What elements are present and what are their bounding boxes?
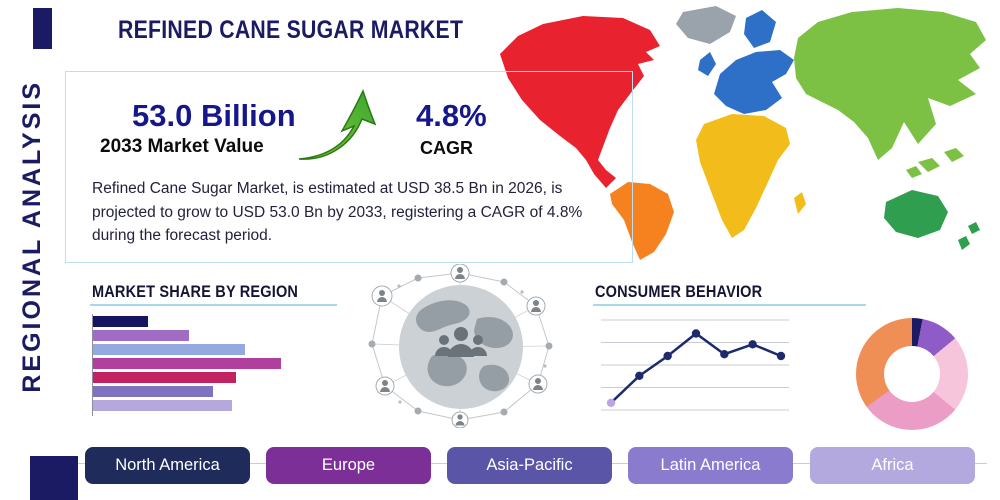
- bar-chart-axis-line: [92, 314, 93, 416]
- map-region-new-zealand-2: [968, 222, 980, 234]
- bar-chart-title: MARKET SHARE BY REGION: [92, 283, 299, 301]
- page-title: REFINED CANE SUGAR MARKET: [118, 16, 464, 44]
- bar-title-underline: [90, 304, 337, 306]
- top-left-accent-bar: [33, 8, 52, 49]
- map-region-sea-island-1: [918, 158, 940, 172]
- region-button-asia-pacific[interactable]: Asia-Pacific: [447, 447, 612, 484]
- people-group-icon: [435, 327, 487, 357]
- regional-analysis-vertical-label: REGIONAL ANALYSIS: [8, 52, 56, 420]
- cagr-value: 4.8%: [416, 98, 487, 133]
- map-region-north-america: [500, 16, 660, 188]
- map-region-sea-island-3: [906, 166, 922, 178]
- bar-segment-1: [93, 316, 148, 327]
- map-region-africa: [696, 114, 790, 238]
- line-chart-title: CONSUMER BEHAVIOR: [595, 283, 763, 301]
- map-region-australia: [884, 190, 948, 238]
- map-region-sea-island-2: [944, 148, 964, 162]
- growth-arrow-icon: [298, 88, 376, 160]
- market-description-text: Refined Cane Sugar Market, is estimated …: [92, 180, 583, 245]
- bar-segment-7: [93, 400, 232, 411]
- map-region-new-zealand-1: [958, 236, 970, 250]
- regional-analysis-text: REGIONAL ANALYSIS: [17, 79, 46, 393]
- map-region-europe-uk: [698, 52, 716, 76]
- line-chart-title-underline: [593, 304, 866, 306]
- world-map: [500, 6, 986, 260]
- bar-segment-5: [93, 372, 236, 383]
- market-value-2033: 53.0 Billion: [132, 98, 296, 133]
- map-region-south-america: [610, 182, 674, 260]
- bar-segment-6: [93, 386, 213, 397]
- donut-chart: [856, 318, 968, 430]
- region-button-latin-america[interactable]: Latin America: [628, 447, 793, 484]
- market-share-bar-chart: [93, 316, 293, 414]
- bar-segment-4: [93, 358, 281, 369]
- map-region-madagascar: [794, 192, 806, 214]
- map-region-europe-mainland: [714, 50, 794, 114]
- map-region-europe-scandinavia: [744, 10, 776, 48]
- region-button-africa[interactable]: Africa: [810, 447, 975, 484]
- map-region-asia: [794, 8, 986, 160]
- region-button-north-america[interactable]: North America: [85, 447, 250, 484]
- bottom-left-accent-block: [30, 456, 78, 500]
- cagr-label: CAGR: [420, 138, 473, 158]
- bar-segment-2: [93, 330, 189, 341]
- bar-segment-3: [93, 344, 245, 355]
- stats-panel-border: [65, 71, 633, 263]
- consumer-behavior-line-chart: [601, 319, 789, 411]
- map-region-greenland: [676, 6, 736, 44]
- market-value-label: 2033 Market Value: [100, 136, 264, 157]
- region-button-europe[interactable]: Europe: [266, 447, 431, 484]
- globe-network-graphic: [368, 264, 553, 428]
- network-person-nodes: [368, 264, 553, 428]
